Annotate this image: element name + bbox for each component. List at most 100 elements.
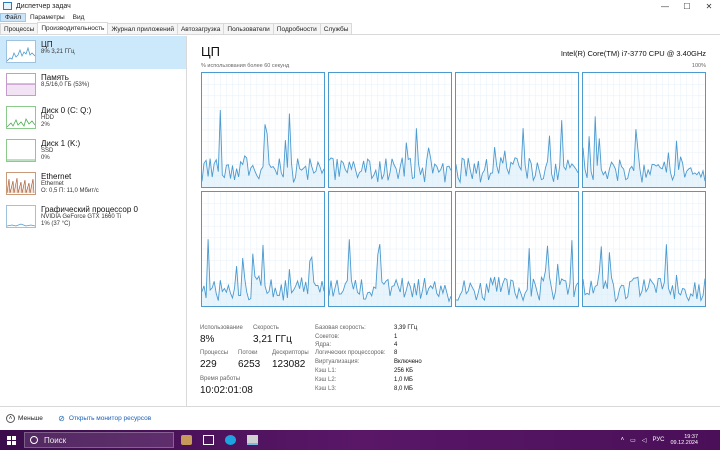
- sidebar-item-disk1[interactable]: Диск 1 (K:) SSD 0%: [0, 135, 186, 168]
- handles-label: Дескрипторы: [272, 350, 309, 356]
- detail-label: Кэш L3:: [315, 386, 337, 392]
- core-graph-svg: [329, 73, 451, 187]
- detail-label: Ядра:: [315, 342, 332, 348]
- memory-thumbnail: [6, 73, 36, 96]
- window-title: Диспетчер задач: [16, 2, 71, 10]
- ethernet-thumbnail: [6, 172, 36, 195]
- usage-value: 8%: [200, 334, 215, 345]
- task-view-icon[interactable]: [198, 430, 218, 450]
- sidebar-item-detail: NVIDIA GeForce GTX 1660 Ti: [41, 214, 122, 220]
- menu-view[interactable]: Вид: [72, 13, 85, 21]
- core-graph-svg: [329, 192, 451, 306]
- core-graph-svg: [583, 192, 705, 306]
- sidebar-item-detail: 1% (37 °C): [41, 221, 71, 227]
- tab-app-history[interactable]: Журнал приложений: [107, 23, 178, 34]
- tab-details[interactable]: Подробности: [272, 23, 321, 34]
- detail-value: 8: [394, 350, 398, 356]
- tab-services[interactable]: Службы: [319, 23, 353, 34]
- sidebar-item-gpu[interactable]: Графический процессор 0 NVIDIA GeForce G…: [0, 201, 186, 234]
- speed-value: 3,21 ГГц: [253, 334, 292, 345]
- detail-value: 1,0 МБ: [394, 377, 413, 383]
- search-icon: [30, 436, 38, 444]
- menu-options[interactable]: Параметры: [29, 13, 65, 21]
- gpu-thumbnail: [6, 205, 36, 228]
- core-graph-svg: [202, 192, 324, 306]
- fewer-details-button[interactable]: ˄ Меньше: [6, 414, 43, 423]
- core-graph-svg: [456, 192, 578, 306]
- percent-max-label: 100%: [691, 63, 706, 69]
- task-manager-taskbar-icon[interactable]: [242, 430, 262, 450]
- detail-label: Кэш L1:: [315, 368, 337, 374]
- tab-startup[interactable]: Автозагрузка: [176, 23, 225, 34]
- clock[interactable]: 19:37 09.12.2024: [670, 434, 698, 447]
- sidebar-item-label: Ethernet: [41, 172, 72, 181]
- clock-time: 19:37: [684, 433, 698, 440]
- sidebar-item-detail: HDD: [41, 115, 54, 121]
- core-graph-1: [201, 72, 325, 188]
- sidebar-item-detail: Ethernet: [41, 181, 64, 187]
- tab-performance[interactable]: Производительность: [37, 22, 109, 34]
- tray-chevron-icon[interactable]: ˄: [620, 437, 625, 443]
- network-icon[interactable]: ▭: [630, 437, 636, 444]
- sidebar-item-label: Графический процессор 0: [41, 205, 138, 214]
- usage-label: Использование: [200, 325, 243, 331]
- resource-monitor-link[interactable]: ⊘ Открыть монитор ресурсов: [49, 414, 151, 423]
- detail-value: 1: [394, 334, 398, 340]
- close-button[interactable]: ✕: [705, 1, 713, 11]
- taskbar: Поиск ˄ ▭ ◁ РУС 19:37 09.12.2024: [0, 430, 720, 450]
- detail-value: 4: [394, 342, 398, 348]
- tab-users[interactable]: Пользователи: [223, 23, 274, 34]
- core-graph-svg: [456, 73, 578, 187]
- disk0-thumbnail: [6, 106, 36, 129]
- minimize-button[interactable]: —: [661, 1, 669, 11]
- tab-processes[interactable]: Процессы: [0, 23, 39, 34]
- sidebar-item-detail: 0%: [41, 155, 50, 161]
- volume-icon[interactable]: ◁: [641, 437, 647, 444]
- tab-bar: Процессы Производительность Журнал прило…: [0, 22, 720, 35]
- disk1-thumbnail: [6, 139, 36, 162]
- maximize-button[interactable]: ☐: [683, 1, 691, 11]
- handles-value: 123082: [272, 359, 306, 370]
- core-graph-3: [455, 72, 579, 188]
- start-button[interactable]: [0, 430, 22, 450]
- core-graphs: [201, 72, 708, 345]
- detail-value: 256 КБ: [394, 368, 414, 374]
- window-controls: — ☐ ✕: [654, 0, 720, 12]
- menu-file[interactable]: Файл: [0, 12, 26, 22]
- system-tray: ˄ ▭ ◁ РУС 19:37 09.12.2024: [621, 430, 720, 450]
- cpu-thumbnail: [6, 40, 36, 63]
- speed-label: Скорость: [253, 325, 279, 331]
- menu-bar: Файл Параметры Вид: [0, 12, 720, 22]
- detail-value: 3,39 ГГц: [394, 325, 418, 331]
- search-placeholder: Поиск: [44, 435, 67, 445]
- sidebar-item-detail: 8% 3,21 ГГц: [41, 49, 75, 55]
- detail-label: Кэш L2:: [315, 377, 337, 383]
- chevron-up-icon: ˄: [6, 414, 15, 423]
- sidebar-item-ethernet[interactable]: Ethernet Ethernet О: 0,5 П: 11,0 Мбит/с: [0, 168, 186, 201]
- sidebar-item-detail: 2%: [41, 122, 50, 128]
- title-bar: Диспетчер задач — ☐ ✕: [0, 0, 720, 12]
- sidebar-item-label: Диск 1 (K:): [41, 139, 81, 148]
- threads-label: Потоки: [238, 350, 258, 356]
- sidebar-item-detail: О: 0,5 П: 11,0 Мбит/с: [41, 188, 99, 194]
- detail-label: Базовая скорость:: [315, 325, 366, 331]
- core-graph-7: [455, 191, 579, 307]
- sidebar-item-memory[interactable]: Память 8,5/16,0 ГБ (53%): [0, 69, 186, 102]
- edge-browser-icon[interactable]: [220, 430, 240, 450]
- deer-widget-icon[interactable]: [176, 430, 196, 450]
- clock-date: 09.12.2024: [670, 440, 698, 446]
- sidebar-item-cpu[interactable]: ЦП 8% 3,21 ГГц: [0, 36, 186, 69]
- sidebar-item-label: Память: [41, 73, 69, 82]
- task-manager-icon: [3, 2, 12, 10]
- fewer-details-label: Меньше: [18, 415, 43, 422]
- cpu-stats: Использование 8% Скорость 3,21 ГГц Проце…: [200, 325, 710, 405]
- uptime-value: 10:02:01:08: [200, 385, 253, 396]
- processes-label: Процессы: [200, 350, 229, 356]
- core-graph-5: [201, 191, 325, 307]
- language-indicator[interactable]: РУС: [652, 437, 665, 443]
- taskbar-search[interactable]: Поиск: [24, 432, 174, 448]
- detail-label: Сокетов:: [315, 334, 340, 340]
- utilization-label: % использования более 60 секунд: [201, 63, 290, 69]
- core-graph-8: [582, 191, 706, 307]
- sidebar-item-disk0[interactable]: Диск 0 (C: Q:) HDD 2%: [0, 102, 186, 135]
